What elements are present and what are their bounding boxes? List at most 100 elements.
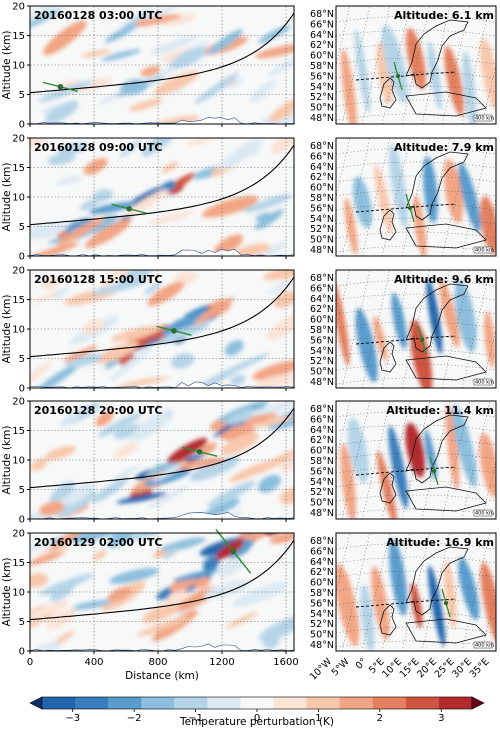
- field-blob: [199, 442, 217, 455]
- x-tick-label: 800: [148, 657, 167, 668]
- field-blob: [104, 23, 138, 43]
- altitude-label: Altitude: 9.6 km: [394, 273, 494, 286]
- field-stripe: [445, 404, 460, 491]
- ray-marker: [57, 84, 64, 90]
- terrain: [30, 643, 294, 651]
- field-blob: [107, 586, 132, 602]
- latitude-label: 64°N: [310, 557, 334, 568]
- scale-bar: [473, 509, 493, 517]
- field-blob: [101, 49, 141, 62]
- field-stripe: [388, 538, 408, 616]
- field-blob: [232, 581, 288, 607]
- y-axis-label: Altitude (km): [1, 426, 13, 495]
- perturbation-field: [30, 533, 294, 651]
- field-blob: [48, 533, 96, 553]
- field-stripe: [480, 38, 496, 110]
- latitude-label: 64°N: [310, 294, 334, 305]
- latitude-label: 60°N: [310, 51, 334, 62]
- field-blob: [202, 195, 259, 218]
- field-blob: [160, 13, 196, 26]
- scale-bar-label: 400 km: [475, 380, 494, 386]
- field-blob: [252, 360, 294, 380]
- field-blob: [266, 308, 294, 341]
- field-blob: [217, 557, 244, 577]
- field-blob: [95, 341, 139, 364]
- field-stripe: [479, 432, 496, 498]
- colorbar-segment: [174, 697, 208, 709]
- field-blob: [141, 138, 180, 157]
- field-blob: [81, 49, 112, 58]
- map-frame: [335, 400, 497, 520]
- field-blob: [239, 533, 264, 540]
- field-stripe: [405, 422, 425, 478]
- colorbar-segment: [273, 697, 307, 709]
- ray-track: [355, 335, 457, 345]
- field-stripe: [480, 562, 496, 646]
- y-tick-label: 20: [12, 529, 25, 540]
- field-blob: [148, 115, 200, 124]
- field-blob: [30, 540, 55, 557]
- field-blob: [38, 573, 94, 596]
- field-blob: [65, 353, 103, 368]
- field-blob: [216, 353, 270, 378]
- field-blob: [120, 79, 148, 95]
- field-blob: [30, 222, 68, 240]
- field-blob: [204, 579, 251, 599]
- ray-path-curve: [30, 539, 294, 621]
- field-stripe: [458, 557, 480, 621]
- latitude-label: 58°N: [310, 588, 334, 599]
- field-blob: [194, 72, 240, 105]
- map-ray-marker: [431, 468, 437, 474]
- latitude-label: 48°N: [310, 640, 334, 651]
- scale-bar: [473, 114, 493, 122]
- x-tick-label: 0: [27, 657, 33, 668]
- field-stripe: [341, 49, 357, 124]
- y-axis-label: Altitude (km): [1, 295, 13, 364]
- field-blob: [137, 616, 190, 637]
- field-stripe: [340, 443, 356, 519]
- field-blob: [254, 209, 284, 230]
- latitude-label: 62°N: [310, 40, 334, 51]
- field-blob: [41, 105, 60, 115]
- map-frame: [335, 269, 497, 389]
- field-blob: [150, 35, 198, 55]
- field-stripe: [388, 425, 409, 509]
- x-axis-label: Distance (km): [125, 670, 199, 682]
- field-blob: [30, 551, 65, 566]
- latitude-label: 54°N: [310, 477, 334, 488]
- field-blob: [220, 432, 259, 455]
- field-blob: [116, 492, 168, 504]
- field-blob: [30, 9, 63, 33]
- y-tick-label: 10: [12, 588, 25, 599]
- latitude-label: 62°N: [310, 435, 334, 446]
- colorbar-tick-label: 0: [254, 713, 260, 724]
- field-blob: [108, 533, 137, 548]
- map-panel: 400 km Altitude: 6.1 km 68°N66°N64°N62°N60…: [310, 5, 497, 125]
- panel-time-label: 20160128 03:00 UTC: [34, 9, 162, 22]
- longitude-label: 5°W: [330, 656, 352, 678]
- field-blob: [61, 410, 83, 428]
- field-blob: [97, 412, 143, 438]
- ray-marker: [126, 206, 132, 212]
- x-tick-label: 1200: [209, 657, 234, 668]
- field-stripe: [410, 319, 433, 388]
- field-blob: [30, 359, 54, 388]
- scale-bar: [473, 641, 493, 649]
- field-blob: [92, 549, 107, 561]
- field-blob: [47, 153, 75, 166]
- field-stripe: [355, 308, 378, 383]
- map-ray-marker: [407, 205, 413, 211]
- y-tick-label: 20: [12, 266, 25, 277]
- latitude-label: 66°N: [310, 546, 334, 557]
- field-stripe: [452, 404, 477, 488]
- field-stripe: [376, 42, 393, 105]
- latitude-label: 54°N: [310, 82, 334, 93]
- colorbar-tick-label: −3: [65, 713, 80, 724]
- y-tick-label: 0: [19, 120, 25, 131]
- field-blob: [250, 80, 276, 103]
- latitude-label: 54°N: [310, 609, 334, 620]
- field-blob: [142, 6, 178, 20]
- latitude-label: 50°N: [310, 498, 334, 509]
- latitude-label: 56°N: [310, 71, 334, 82]
